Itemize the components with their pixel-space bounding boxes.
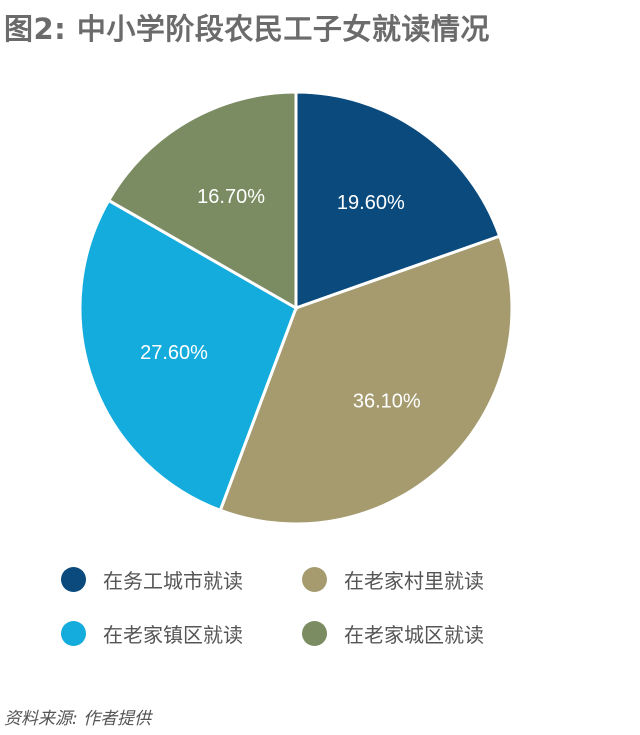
data-label: 16.70% xyxy=(197,186,265,208)
legend-label: 在老家城区就读 xyxy=(344,623,484,647)
data-label: 19.60% xyxy=(337,192,405,214)
legend-swatch xyxy=(61,621,86,646)
legend-swatch xyxy=(61,567,86,592)
legend-label: 在务工城市就读 xyxy=(103,569,243,593)
legend-item: 在老家镇区就读 xyxy=(61,619,243,648)
data-label: 27.60% xyxy=(140,342,208,364)
legend-item: 在老家村里就读 xyxy=(302,565,484,594)
pie-slice xyxy=(218,234,514,526)
legend-item: 在老家城区就读 xyxy=(302,619,484,648)
legend-swatch xyxy=(302,621,327,646)
legend-label: 在老家镇区就读 xyxy=(103,623,243,647)
chart-title: 图2: 中小学阶段农民工子女就读情况 xyxy=(4,12,490,46)
pie-slice xyxy=(106,90,298,311)
legend-swatch xyxy=(302,567,327,592)
legend-item: 在务工城市就读 xyxy=(61,565,243,594)
legend-label: 在老家村里就读 xyxy=(344,569,484,593)
data-label: 36.10% xyxy=(353,391,421,413)
source-note: 资料来源: 作者提供 xyxy=(4,709,152,729)
pie-chart: 19.60% 36.10% 27.60% 16.70% xyxy=(78,90,514,526)
